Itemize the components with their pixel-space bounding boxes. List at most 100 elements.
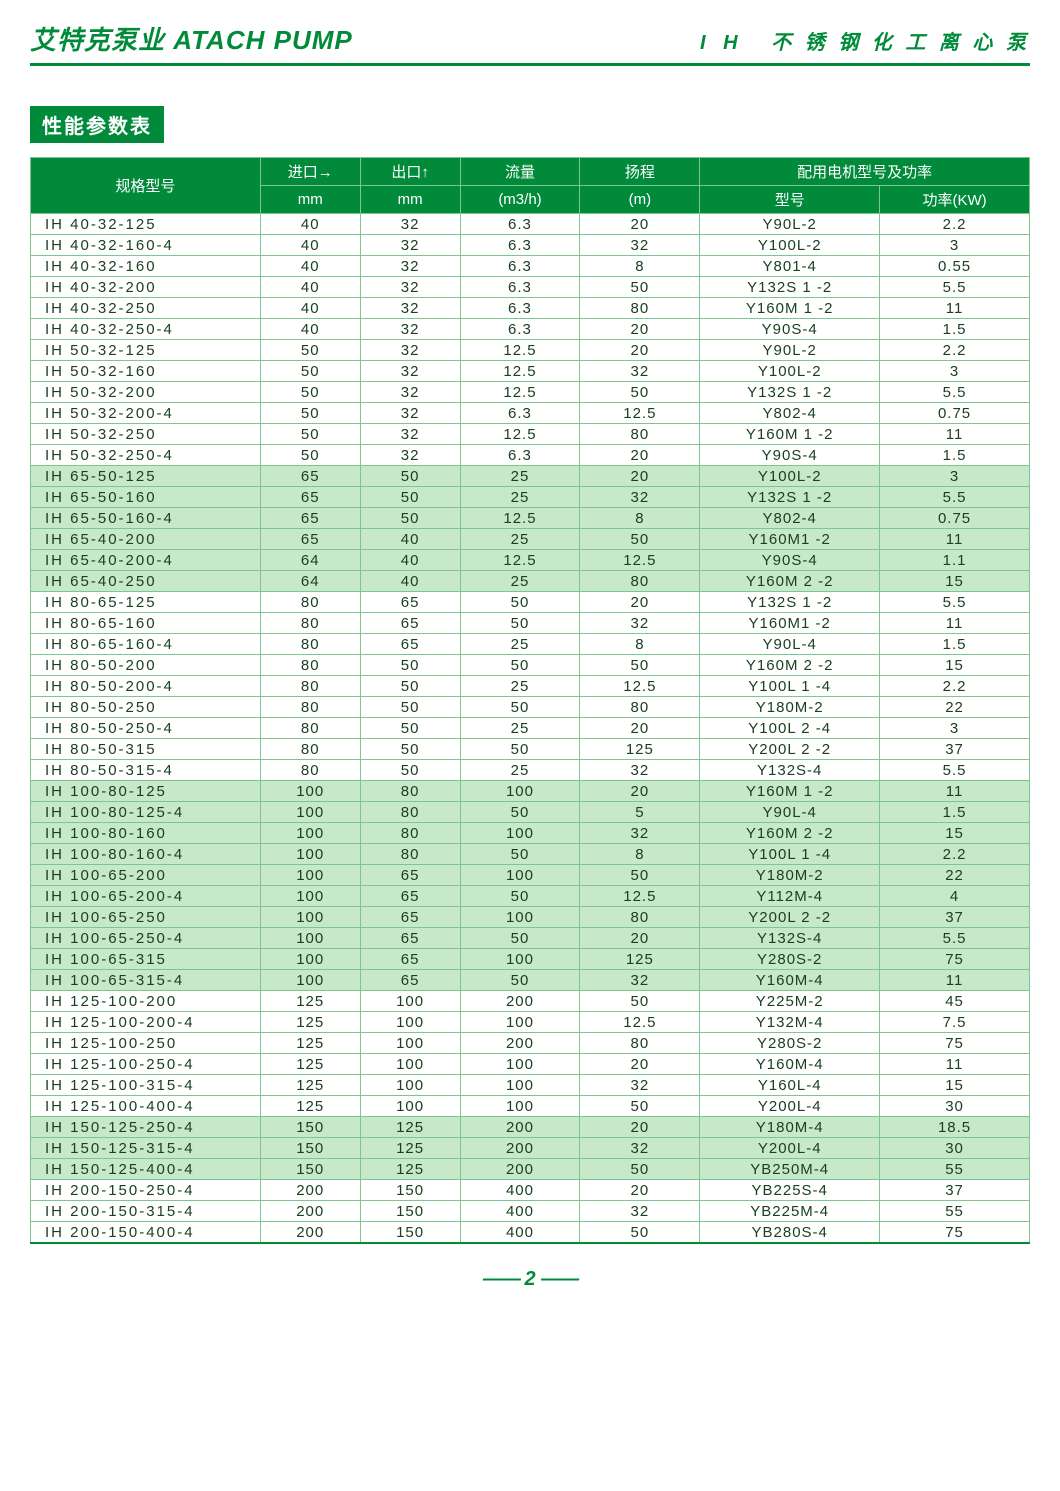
table-cell: 100: [360, 1075, 460, 1096]
table-cell: 50: [580, 277, 700, 298]
table-cell: Y100L 1 -4: [700, 844, 880, 865]
table-cell: 100: [260, 865, 360, 886]
table-cell: 0.75: [880, 403, 1030, 424]
table-cell: 50: [360, 508, 460, 529]
table-cell: 100: [260, 928, 360, 949]
table-cell: 6.3: [460, 235, 580, 256]
table-cell: 150: [360, 1222, 460, 1244]
table-cell: 25: [460, 676, 580, 697]
table-cell: 100: [460, 781, 580, 802]
table-row: IH 80-50-25080505080Y180M-222: [31, 697, 1030, 718]
table-cell: 8: [580, 256, 700, 277]
table-cell: 400: [460, 1180, 580, 1201]
table-cell: 5.5: [880, 592, 1030, 613]
th-flow: 流量: [460, 158, 580, 186]
table-cell: 11: [880, 424, 1030, 445]
table-cell: 2.2: [880, 340, 1030, 361]
table-row: IH 125-100-315-412510010032Y160L-415: [31, 1075, 1030, 1096]
table-cell: 100: [460, 907, 580, 928]
table-row: IH 50-32-200-450326.312.5Y802-40.75: [31, 403, 1030, 424]
table-cell: IH 125-100-315-4: [31, 1075, 261, 1096]
table-cell: 12.5: [460, 361, 580, 382]
table-cell: 32: [360, 403, 460, 424]
table-cell: 125: [260, 1075, 360, 1096]
table-cell: 32: [360, 235, 460, 256]
table-cell: 12.5: [460, 424, 580, 445]
table-row: IH 80-65-16080655032Y160M1 -211: [31, 613, 1030, 634]
table-row: IH 40-32-12540326.320Y90L-22.2: [31, 214, 1030, 235]
table-cell: 40: [260, 214, 360, 235]
table-cell: 150: [360, 1201, 460, 1222]
table-cell: 20: [580, 718, 700, 739]
table-row: IH 150-125-250-415012520020Y180M-418.5: [31, 1117, 1030, 1138]
table-cell: 80: [260, 697, 360, 718]
table-cell: 40: [260, 256, 360, 277]
table-cell: Y90L-2: [700, 214, 880, 235]
table-cell: Y132S 1 -2: [700, 487, 880, 508]
table-cell: 6.3: [460, 298, 580, 319]
table-cell: 40: [260, 298, 360, 319]
table-cell: 20: [580, 592, 700, 613]
table-cell: 1.1: [880, 550, 1030, 571]
table-cell: Y100L 1 -4: [700, 676, 880, 697]
table-cell: 75: [880, 1033, 1030, 1054]
brand-cn: 艾特克泵业: [30, 25, 165, 55]
table-cell: 65: [360, 634, 460, 655]
table-cell: 50: [360, 760, 460, 781]
table-cell: IH 50-32-250-4: [31, 445, 261, 466]
table-header: 规格型号 进口→ 出口↑ 流量 扬程 配用电机型号及功率 mm mm (m3/h…: [31, 158, 1030, 214]
table-cell: Y100L 2 -4: [700, 718, 880, 739]
table-cell: 37: [880, 1180, 1030, 1201]
table-cell: 50: [460, 928, 580, 949]
table-row: IH 50-32-250503212.580Y160M 1 -211: [31, 424, 1030, 445]
table-cell: IH 200-150-250-4: [31, 1180, 261, 1201]
table-row: IH 65-50-16065502532Y132S 1 -25.5: [31, 487, 1030, 508]
table-cell: 65: [360, 865, 460, 886]
table-cell: 1.5: [880, 802, 1030, 823]
table-cell: Y160M 2 -2: [700, 823, 880, 844]
table-cell: 22: [880, 697, 1030, 718]
table-row: IH 150-125-400-415012520050YB250M-455: [31, 1159, 1030, 1180]
table-cell: IH 80-50-315-4: [31, 760, 261, 781]
table-cell: 100: [360, 991, 460, 1012]
brand-en: ATACH PUMP: [173, 25, 352, 55]
table-cell: 50: [580, 382, 700, 403]
table-cell: IH 65-50-160: [31, 487, 261, 508]
table-cell: IH 125-100-250: [31, 1033, 261, 1054]
table-cell: IH 80-65-125: [31, 592, 261, 613]
table-cell: 200: [460, 1159, 580, 1180]
table-cell: 200: [460, 991, 580, 1012]
table-cell: 65: [360, 613, 460, 634]
table-cell: 125: [360, 1138, 460, 1159]
table-cell: 50: [360, 487, 460, 508]
table-cell: 125: [360, 1117, 460, 1138]
table-cell: IH 125-100-400-4: [31, 1096, 261, 1117]
table-cell: 100: [260, 802, 360, 823]
table-row: IH 100-65-2001006510050Y180M-222: [31, 865, 1030, 886]
table-cell: 200: [260, 1201, 360, 1222]
table-cell: IH 150-125-250-4: [31, 1117, 261, 1138]
table-cell: 400: [460, 1201, 580, 1222]
table-cell: IH 40-32-250-4: [31, 319, 261, 340]
table-cell: 5.5: [880, 277, 1030, 298]
table-cell: 20: [580, 319, 700, 340]
table-cell: 5: [580, 802, 700, 823]
table-cell: IH 80-50-250: [31, 697, 261, 718]
table-cell: 125: [260, 1096, 360, 1117]
spec-table: 规格型号 进口→ 出口↑ 流量 扬程 配用电机型号及功率 mm mm (m3/h…: [30, 157, 1030, 1244]
table-cell: 100: [360, 1012, 460, 1033]
table-cell: 100: [360, 1096, 460, 1117]
table-row: IH 50-32-125503212.520Y90L-22.2: [31, 340, 1030, 361]
table-cell: 37: [880, 739, 1030, 760]
table-cell: IH 80-65-160: [31, 613, 261, 634]
table-cell: IH 50-32-160: [31, 361, 261, 382]
table-cell: 80: [260, 592, 360, 613]
table-cell: 32: [360, 445, 460, 466]
table-row: IH 100-80-1601008010032Y160M 2 -215: [31, 823, 1030, 844]
table-cell: 2.2: [880, 214, 1030, 235]
table-cell: 50: [460, 886, 580, 907]
table-row: IH 65-50-12565502520Y100L-23: [31, 466, 1030, 487]
th-outlet: 出口↑: [360, 158, 460, 186]
table-cell: Y160L-4: [700, 1075, 880, 1096]
table-cell: IH 100-65-200-4: [31, 886, 261, 907]
